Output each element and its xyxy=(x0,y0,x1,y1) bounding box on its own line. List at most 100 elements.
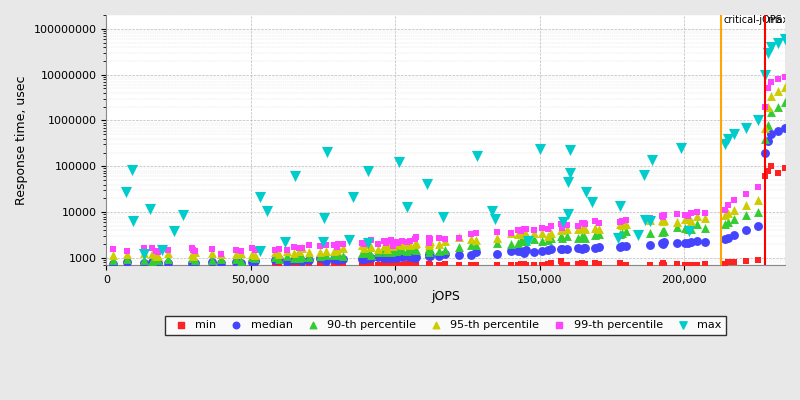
Point xyxy=(520,262,533,268)
Point xyxy=(186,259,199,266)
Point xyxy=(358,245,370,252)
Point xyxy=(644,217,657,223)
Point xyxy=(432,262,445,268)
Point xyxy=(593,226,606,232)
Point xyxy=(578,226,591,232)
Point xyxy=(358,241,370,248)
Point xyxy=(269,260,282,267)
Point xyxy=(685,262,698,268)
Point xyxy=(288,262,301,268)
Point xyxy=(364,255,377,262)
Point xyxy=(422,240,435,246)
Point xyxy=(358,241,370,248)
Point xyxy=(371,241,384,247)
Point xyxy=(698,210,711,216)
Point xyxy=(235,250,248,256)
Point xyxy=(371,249,384,255)
Point xyxy=(314,243,326,250)
Point xyxy=(364,260,377,267)
Point xyxy=(400,240,413,247)
Point xyxy=(138,250,150,257)
Point xyxy=(403,242,416,248)
Point xyxy=(337,241,350,248)
Point xyxy=(644,229,657,236)
Point xyxy=(453,244,466,250)
Point xyxy=(614,203,626,210)
Point xyxy=(371,262,384,268)
Point xyxy=(536,230,549,236)
Point xyxy=(380,240,393,246)
Point xyxy=(740,202,753,209)
Point xyxy=(470,242,482,248)
Point xyxy=(657,212,670,218)
Point xyxy=(423,262,436,268)
Point xyxy=(422,238,435,245)
Point xyxy=(555,225,568,231)
Point xyxy=(758,104,771,110)
Point xyxy=(453,234,466,240)
Point xyxy=(685,218,698,224)
Point xyxy=(685,210,698,216)
Point xyxy=(515,237,528,244)
Point xyxy=(215,250,228,257)
Point xyxy=(121,256,134,262)
Point xyxy=(395,262,408,268)
Point xyxy=(380,248,393,255)
Point xyxy=(378,243,390,249)
Point xyxy=(575,225,588,231)
Point xyxy=(515,230,528,236)
Point xyxy=(698,215,711,222)
Point xyxy=(682,228,695,234)
Point xyxy=(403,246,416,253)
Point xyxy=(269,247,282,253)
Point xyxy=(489,216,502,222)
Point xyxy=(578,235,591,241)
Point xyxy=(386,260,399,267)
Point xyxy=(678,262,691,268)
Point xyxy=(771,128,784,134)
Point xyxy=(314,253,326,259)
Point xyxy=(620,228,633,234)
Point xyxy=(386,254,399,260)
Point xyxy=(146,260,158,267)
Point xyxy=(422,236,435,242)
Point xyxy=(436,214,449,220)
Point xyxy=(390,239,402,246)
Point xyxy=(384,242,397,248)
Point xyxy=(562,210,574,217)
Point xyxy=(578,221,591,228)
X-axis label: jOPS: jOPS xyxy=(431,290,460,303)
Point xyxy=(248,258,261,264)
Point xyxy=(235,258,248,264)
Point xyxy=(162,261,174,267)
Point xyxy=(330,255,343,262)
Point xyxy=(162,247,174,253)
Point xyxy=(331,261,344,268)
Point xyxy=(293,245,306,251)
Point xyxy=(206,257,219,263)
Point xyxy=(400,248,413,254)
Point xyxy=(470,153,483,159)
Point xyxy=(542,236,554,243)
Point xyxy=(515,227,528,234)
Point xyxy=(520,247,533,254)
Point xyxy=(121,260,134,266)
Point xyxy=(400,252,413,259)
Point xyxy=(395,238,408,244)
Point xyxy=(409,241,422,248)
Point xyxy=(248,261,261,267)
Point xyxy=(314,260,326,267)
Point xyxy=(280,248,293,254)
Point xyxy=(655,229,668,235)
Point xyxy=(293,262,306,268)
Point xyxy=(288,254,301,261)
Point xyxy=(616,262,629,268)
Point xyxy=(727,131,740,138)
Point xyxy=(765,109,778,116)
Point xyxy=(616,243,629,250)
Point xyxy=(470,236,482,243)
Point xyxy=(690,262,703,268)
Point xyxy=(106,246,119,252)
Point xyxy=(235,248,248,254)
Point xyxy=(138,260,150,266)
